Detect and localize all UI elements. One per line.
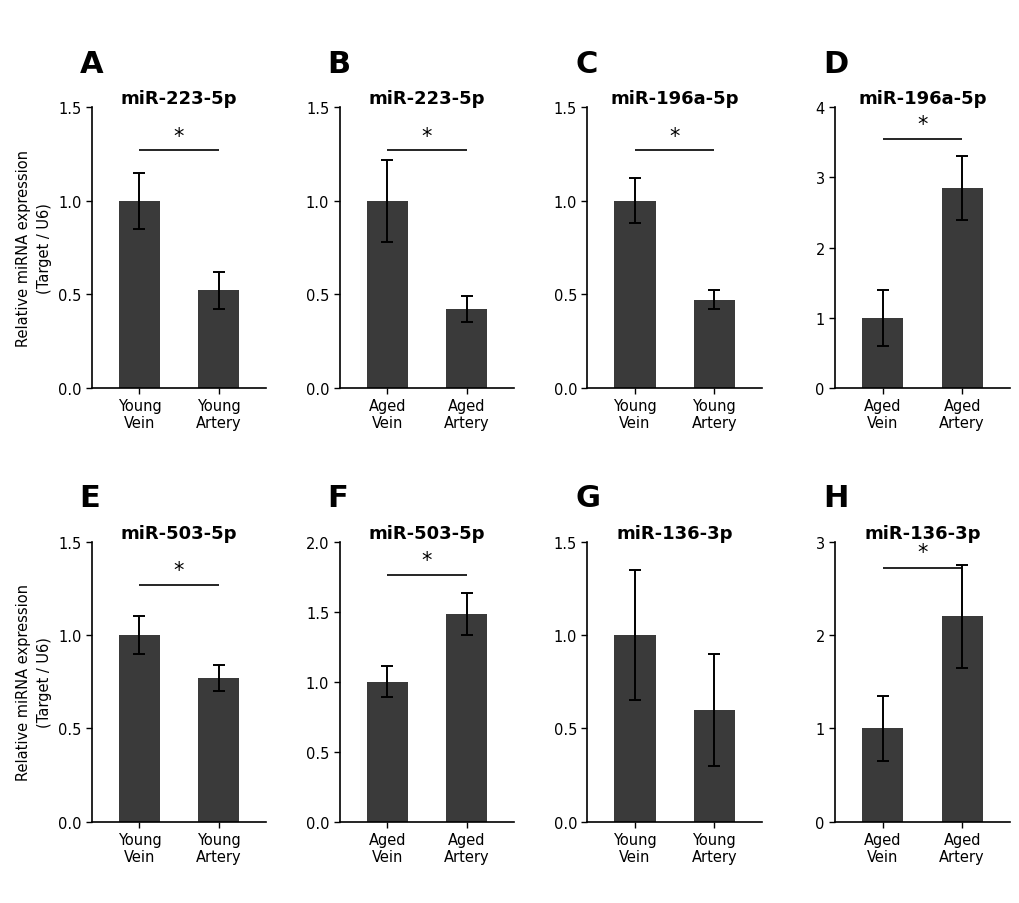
Text: G: G bbox=[575, 483, 599, 512]
Title: miR-136-3p: miR-136-3p bbox=[615, 524, 733, 542]
Bar bbox=[198, 291, 239, 388]
Text: *: * bbox=[916, 115, 927, 135]
Bar bbox=[445, 310, 487, 388]
Text: *: * bbox=[668, 126, 680, 146]
Bar bbox=[366, 201, 408, 388]
Bar bbox=[941, 189, 982, 388]
Bar bbox=[861, 729, 903, 822]
Text: H: H bbox=[822, 483, 848, 512]
Bar bbox=[198, 678, 239, 822]
Bar bbox=[941, 617, 982, 822]
Text: E: E bbox=[79, 483, 100, 512]
Y-axis label: Relative miRNA expression
(Target / U6): Relative miRNA expression (Target / U6) bbox=[16, 150, 52, 347]
Title: miR-223-5p: miR-223-5p bbox=[368, 90, 485, 108]
Bar bbox=[861, 318, 903, 388]
Y-axis label: Relative miRNA expression
(Target / U6): Relative miRNA expression (Target / U6) bbox=[16, 583, 52, 780]
Bar bbox=[693, 301, 735, 388]
Bar bbox=[613, 201, 655, 388]
Text: A: A bbox=[79, 50, 103, 79]
Bar bbox=[445, 615, 487, 822]
Text: D: D bbox=[822, 50, 848, 79]
Bar bbox=[613, 635, 655, 822]
Text: *: * bbox=[421, 126, 432, 146]
Bar bbox=[366, 682, 408, 822]
Text: *: * bbox=[421, 550, 432, 570]
Title: miR-196a-5p: miR-196a-5p bbox=[857, 90, 985, 108]
Title: miR-503-5p: miR-503-5p bbox=[368, 524, 485, 542]
Bar bbox=[118, 201, 160, 388]
Text: C: C bbox=[575, 50, 597, 79]
Text: B: B bbox=[327, 50, 351, 79]
Text: *: * bbox=[173, 126, 184, 146]
Text: *: * bbox=[173, 560, 184, 581]
Title: miR-503-5p: miR-503-5p bbox=[120, 524, 237, 542]
Title: miR-196a-5p: miR-196a-5p bbox=[609, 90, 738, 108]
Bar bbox=[118, 635, 160, 822]
Title: miR-136-3p: miR-136-3p bbox=[863, 524, 980, 542]
Text: F: F bbox=[327, 483, 347, 512]
Title: miR-223-5p: miR-223-5p bbox=[120, 90, 237, 108]
Bar bbox=[693, 710, 735, 822]
Text: *: * bbox=[916, 543, 927, 563]
